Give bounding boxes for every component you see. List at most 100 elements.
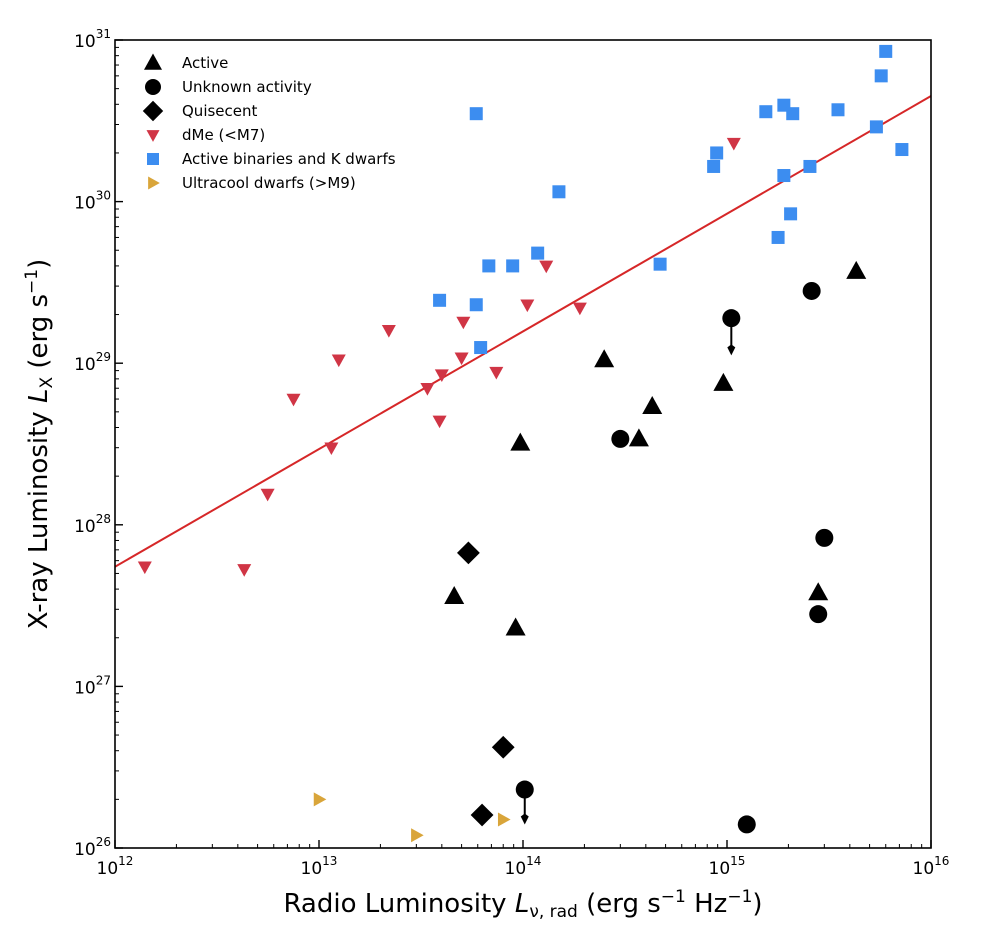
series-active-binaries-and-k-dwarfs [433, 44, 909, 355]
data-point [777, 169, 791, 183]
y-tick-label: 1027 [74, 673, 111, 698]
data-point [454, 352, 469, 366]
data-point [457, 541, 480, 565]
data-point [594, 349, 615, 368]
data-point [434, 369, 449, 382]
legend-item: Quisecent [142, 100, 258, 122]
data-point [506, 259, 520, 273]
data-point [491, 735, 515, 759]
data-point [879, 44, 893, 58]
data-point [510, 432, 531, 451]
data-point [531, 246, 545, 260]
data-point [489, 366, 504, 380]
x-tick-label: 1013 [301, 854, 338, 879]
series-quisecent [457, 541, 515, 827]
y-tick-label: 1030 [74, 189, 111, 214]
upper-limit-arrowhead [727, 344, 736, 356]
legend-label: Quisecent [182, 102, 258, 120]
x-tick-label: 1012 [97, 854, 134, 879]
data-point [737, 815, 756, 834]
axis-ticks-layer: 1012 1013 1014 1015 1016 1026 1027 1028 1029 1030… [74, 27, 949, 879]
data-point [895, 143, 909, 157]
data-point [707, 159, 721, 173]
y-tick-label: 1026 [74, 835, 111, 860]
data-point [653, 257, 667, 271]
data-point [470, 803, 494, 827]
data-point [411, 828, 424, 843]
data-point [444, 586, 465, 605]
data-point [572, 302, 587, 316]
data-point [802, 281, 821, 300]
data-point [874, 69, 888, 83]
legend: Active Unknown activity Quisecent dMe (<M7)… [142, 53, 396, 192]
data-point [628, 428, 649, 447]
legend-item: Ultracool dwarfs (>M9) [148, 174, 356, 192]
data-point [433, 293, 447, 307]
legend-item: dMe (<M7) [146, 126, 265, 144]
legend-label: Ultracool dwarfs (>M9) [182, 174, 356, 192]
data-point [474, 341, 488, 355]
legend-marker [145, 79, 161, 95]
data-point [286, 393, 301, 407]
x-axis-title: Radio Luminosity Lν, rad (erg s−1 Hz−1) [283, 887, 762, 922]
legend-item: Active binaries and K dwarfs [147, 150, 396, 168]
legend-marker [147, 153, 159, 165]
data-point [497, 812, 511, 827]
data-point [803, 159, 817, 173]
data-point [846, 260, 867, 279]
data-point [469, 107, 483, 121]
data-point [784, 207, 798, 221]
data-point [713, 372, 734, 391]
data-point [539, 260, 554, 274]
data-point [831, 103, 845, 117]
data-point [515, 780, 534, 799]
series-active [444, 260, 867, 636]
data-point [469, 298, 483, 312]
legend-label: Active [182, 54, 228, 72]
upper-limit-arrowhead [520, 813, 529, 825]
legend-label: dMe (<M7) [182, 126, 265, 144]
data-point [722, 309, 741, 328]
y-tick-label: 1031 [74, 27, 111, 52]
y-tick-label: 1029 [74, 350, 111, 375]
legend-marker [148, 176, 160, 190]
data-point [552, 185, 566, 199]
data-point [520, 299, 535, 313]
data-point [260, 488, 275, 502]
data-point [771, 230, 785, 244]
data-point [313, 792, 327, 807]
data-point [642, 395, 663, 414]
legend-item: Unknown activity [145, 78, 312, 96]
data-point [815, 528, 834, 547]
data-point [786, 107, 800, 121]
legend-label: Unknown activity [182, 78, 312, 96]
data-point [505, 617, 526, 636]
data-points-layer [137, 44, 909, 843]
data-point [808, 582, 829, 601]
data-point [611, 429, 630, 448]
data-point [809, 605, 828, 624]
data-point [869, 120, 883, 134]
legend-marker [144, 53, 162, 70]
data-point [726, 137, 741, 151]
data-point [710, 146, 724, 160]
series-unknown-activity [515, 281, 834, 834]
fit-line [114, 95, 932, 568]
x-tick-label: 1016 [913, 854, 950, 879]
y-tick-label: 1028 [74, 512, 111, 537]
legend-item: Active [144, 53, 228, 72]
data-point [456, 316, 471, 330]
data-point [137, 561, 152, 575]
data-point [324, 442, 339, 456]
fit-line-layer [114, 95, 932, 568]
series-dme-m7 [137, 137, 741, 577]
data-point [331, 354, 346, 368]
data-point [432, 415, 447, 429]
x-tick-label: 1014 [505, 854, 542, 879]
series-ultracool-dwarfs-m9 [313, 792, 511, 843]
data-point [237, 564, 252, 577]
x-tick-label: 1015 [709, 854, 746, 879]
data-point [759, 105, 773, 119]
